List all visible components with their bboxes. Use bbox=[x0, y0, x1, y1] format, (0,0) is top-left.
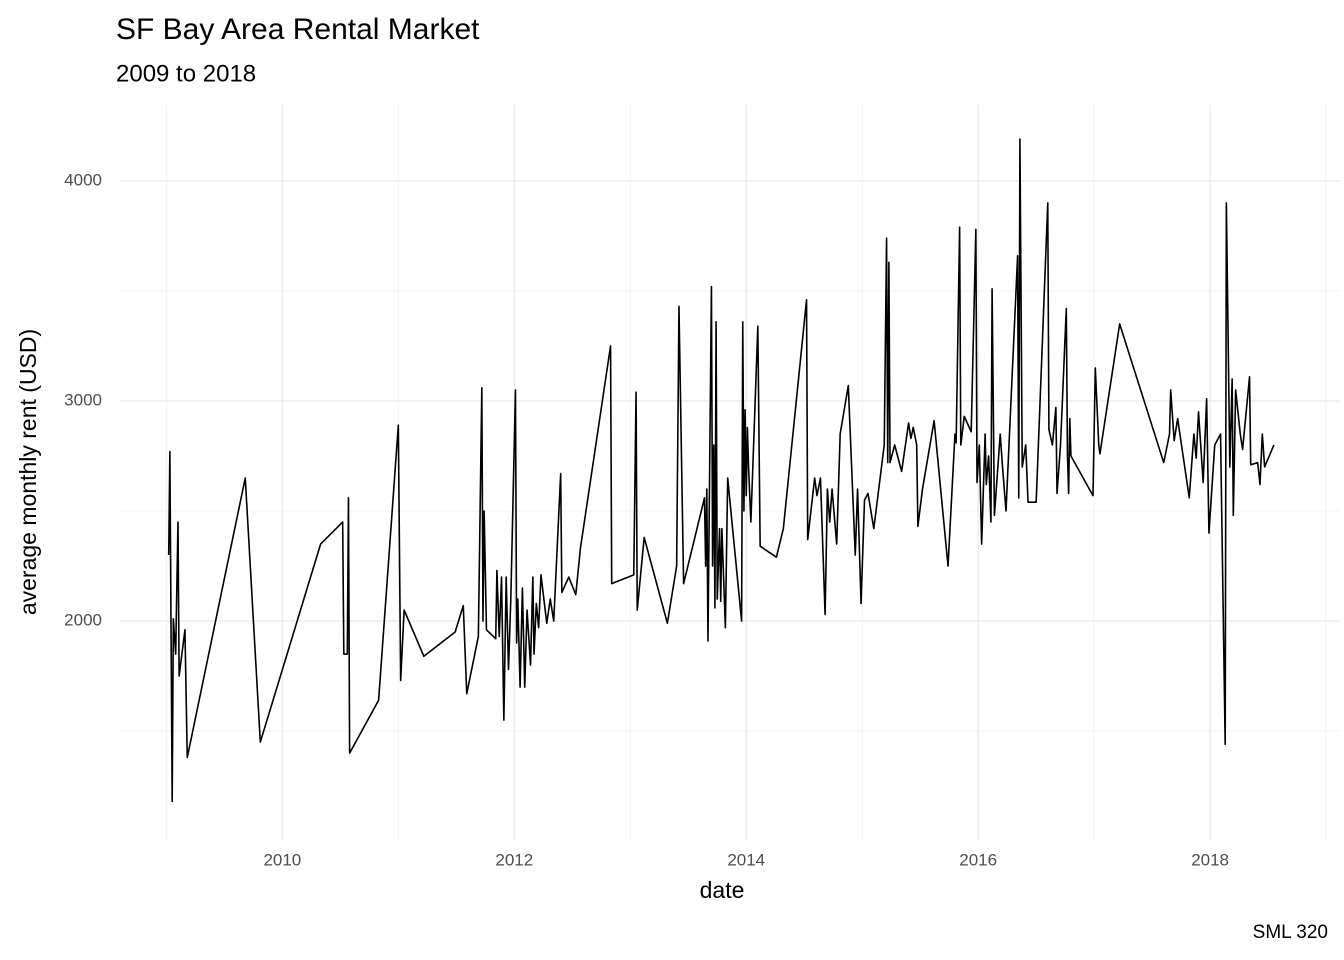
x-tick-label: 2018 bbox=[1191, 850, 1229, 869]
caption: SML 320 bbox=[1253, 922, 1328, 943]
y-axis-title: average monthly rent (USD) bbox=[15, 329, 41, 615]
y-tick-label: 4000 bbox=[64, 170, 102, 189]
x-tick-label: 2010 bbox=[263, 850, 301, 869]
x-tick-label: 2016 bbox=[959, 850, 997, 869]
x-tick-label: 2014 bbox=[727, 850, 765, 869]
chart-subtitle: 2009 to 2018 bbox=[116, 60, 256, 87]
x-axis-title: date bbox=[700, 877, 745, 903]
grid bbox=[120, 105, 1340, 840]
y-tick-label: 3000 bbox=[64, 390, 102, 409]
x-tick-label: 2012 bbox=[495, 850, 533, 869]
y-tick-label: 2000 bbox=[64, 611, 102, 630]
chart-title: SF Bay Area Rental Market bbox=[116, 13, 480, 46]
data-line bbox=[167, 138, 1275, 803]
